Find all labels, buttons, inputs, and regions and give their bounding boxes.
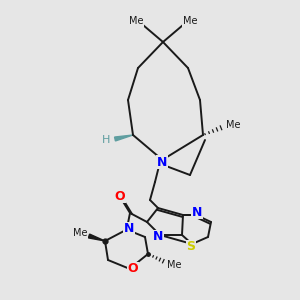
Text: N: N: [192, 206, 202, 218]
Text: O: O: [115, 190, 125, 202]
Polygon shape: [88, 234, 105, 241]
Text: Me: Me: [226, 120, 240, 130]
Text: S: S: [187, 241, 196, 254]
Text: N: N: [153, 230, 163, 244]
Text: Me: Me: [167, 260, 181, 270]
Text: O: O: [128, 262, 138, 275]
Text: N: N: [157, 155, 167, 169]
Text: N: N: [124, 223, 134, 236]
Polygon shape: [115, 135, 133, 141]
Text: Me: Me: [73, 228, 87, 238]
Text: Me: Me: [129, 16, 143, 26]
Text: H: H: [102, 135, 110, 145]
Text: Me: Me: [183, 16, 197, 26]
